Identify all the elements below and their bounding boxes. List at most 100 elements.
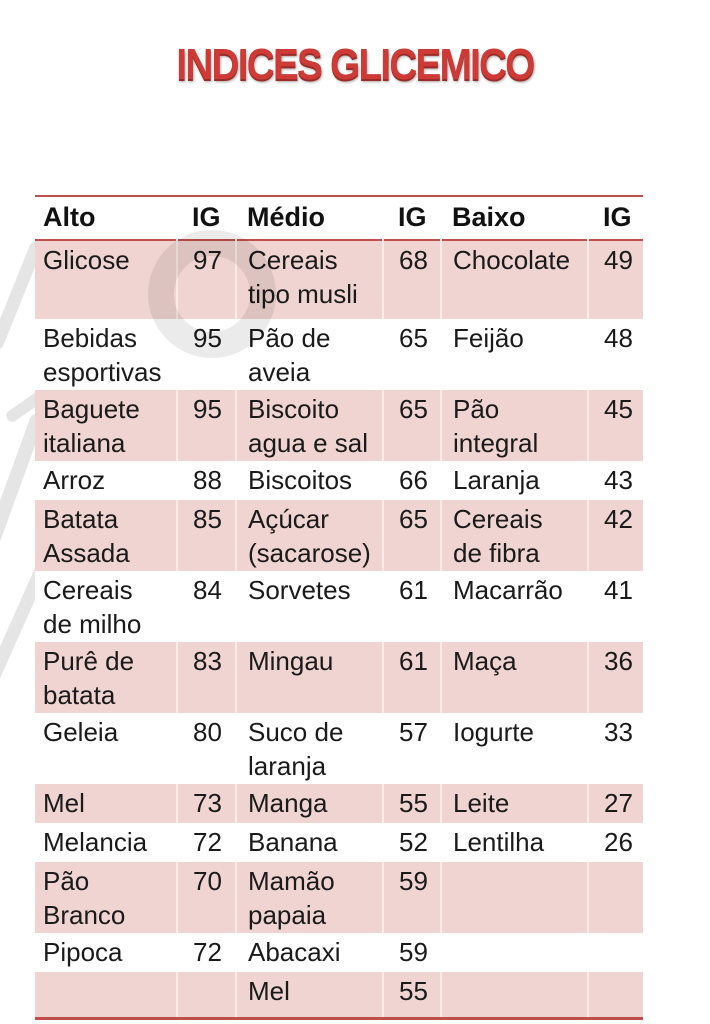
cell-medio: Mel <box>236 972 384 1019</box>
cell-alto: Baguete italiana <box>35 390 178 461</box>
cell-medio: Biscoito agua e sal <box>236 390 384 461</box>
cell-ig: 72 <box>177 823 237 862</box>
table-row: Pipoca 72 Abacaxi 59 <box>35 933 643 972</box>
cell-medio: Manga <box>236 784 384 823</box>
cell-medio: Abacaxi <box>236 933 384 972</box>
cell-ig: 42 <box>588 500 643 571</box>
column-header-medio: Médio <box>247 202 325 232</box>
cell-baixo <box>441 972 589 1019</box>
cell-ig: 57 <box>383 713 442 784</box>
cell-baixo: Pão integral <box>441 390 589 461</box>
cell-ig: 52 <box>383 823 442 862</box>
cell-baixo <box>441 933 589 972</box>
cell-ig <box>588 933 643 972</box>
cell-ig: 85 <box>177 500 237 571</box>
cell-ig: 80 <box>177 713 237 784</box>
table-row: Pão Branco 70 Mamão papaia 59 <box>35 862 643 933</box>
cell-medio: Cereais tipo musli <box>236 240 384 319</box>
table-row: Melancia 72 Banana 52 Lentilha 26 <box>35 823 643 862</box>
column-header-ig-1: IG <box>192 202 221 232</box>
cell-ig: 61 <box>383 642 442 713</box>
cell-baixo: Cereais de fibra <box>441 500 589 571</box>
cell-ig: 70 <box>177 862 237 933</box>
cell-ig: 49 <box>588 240 643 319</box>
table-row: Mel 73 Manga 55 Leite 27 <box>35 784 643 823</box>
cell-ig: 36 <box>588 642 643 713</box>
table-row: Glicose 97 Cereais tipo musli 68 Chocola… <box>35 240 643 319</box>
cell-ig <box>588 862 643 933</box>
cell-alto: Cereais de milho <box>35 571 178 642</box>
cell-ig: 61 <box>383 571 442 642</box>
cell-baixo: Maça <box>441 642 589 713</box>
cell-medio: Mingau <box>236 642 384 713</box>
column-header-ig-2: IG <box>398 202 427 232</box>
cell-ig: 97 <box>177 240 237 319</box>
cell-alto: Glicose <box>35 240 178 319</box>
cell-ig: 65 <box>383 319 442 390</box>
cell-baixo: Feijão <box>441 319 589 390</box>
cell-alto: Melancia <box>35 823 178 862</box>
cell-ig: 41 <box>588 571 643 642</box>
cell-ig: 26 <box>588 823 643 862</box>
cell-alto: Mel <box>35 784 178 823</box>
cell-ig: 72 <box>177 933 237 972</box>
cell-ig: 59 <box>383 862 442 933</box>
cell-ig: 68 <box>383 240 442 319</box>
column-header-ig-3: IG <box>603 202 632 232</box>
table-row: Arroz 88 Biscoitos 66 Laranja 43 <box>35 461 643 500</box>
table-row: Batata Assada 85 Açúcar (sacarose) 65 Ce… <box>35 500 643 571</box>
cell-ig: 59 <box>383 933 442 972</box>
cell-ig: 83 <box>177 642 237 713</box>
cell-baixo: Iogurte <box>441 713 589 784</box>
column-header-baixo: Baixo <box>452 202 526 232</box>
cell-medio: Biscoitos <box>236 461 384 500</box>
cell-ig: 95 <box>177 390 237 461</box>
cell-ig: 66 <box>383 461 442 500</box>
cell-baixo: Lentilha <box>441 823 589 862</box>
column-header-alto: Alto <box>43 202 96 232</box>
cell-ig: 95 <box>177 319 237 390</box>
cell-ig: 65 <box>383 500 442 571</box>
cell-alto: Pipoca <box>35 933 178 972</box>
cell-ig: 48 <box>588 319 643 390</box>
cell-baixo: Laranja <box>441 461 589 500</box>
cell-ig: 27 <box>588 784 643 823</box>
table-row: Bebidas esportivas 95 Pão de aveia 65 Fe… <box>35 319 643 390</box>
cell-medio: Banana <box>236 823 384 862</box>
table-row: Geleia 80 Suco de laranja 57 Iogurte 33 <box>35 713 643 784</box>
title-container: INDICES GLICEMICO <box>0 40 710 90</box>
cell-ig: 33 <box>588 713 643 784</box>
cell-medio: Suco de laranja <box>236 713 384 784</box>
cell-medio: Pão de aveia <box>236 319 384 390</box>
cell-alto: Arroz <box>35 461 178 500</box>
cell-baixo <box>441 862 589 933</box>
page-title: INDICES GLICEMICO <box>176 40 535 89</box>
cell-alto: Batata Assada <box>35 500 178 571</box>
cell-ig: 45 <box>588 390 643 461</box>
cell-ig: 73 <box>177 784 237 823</box>
glycemic-index-table: Alto IG Médio IG Baixo IG Glicose 97 Cer… <box>35 195 643 1020</box>
cell-alto: Purê de batata <box>35 642 178 713</box>
cell-ig <box>177 972 237 1019</box>
table-row: Cereais de milho 84 Sorvetes 61 Macarrão… <box>35 571 643 642</box>
cell-alto: Bebidas esportivas <box>35 319 178 390</box>
cell-ig: 84 <box>177 571 237 642</box>
table-header-row: Alto IG Médio IG Baixo IG <box>35 196 643 240</box>
cell-baixo: Leite <box>441 784 589 823</box>
cell-alto: Pão Branco <box>35 862 178 933</box>
table-row: Baguete italiana 95 Biscoito agua e sal … <box>35 390 643 461</box>
cell-ig: 55 <box>383 784 442 823</box>
cell-alto: Geleia <box>35 713 178 784</box>
table-row: Mel 55 <box>35 972 643 1019</box>
cell-ig <box>588 972 643 1019</box>
cell-medio: Açúcar (sacarose) <box>236 500 384 571</box>
cell-baixo: Chocolate <box>441 240 589 319</box>
cell-medio: Mamão papaia <box>236 862 384 933</box>
cell-ig: 88 <box>177 461 237 500</box>
table-row: Purê de batata 83 Mingau 61 Maça 36 <box>35 642 643 713</box>
cell-ig: 65 <box>383 390 442 461</box>
cell-medio: Sorvetes <box>236 571 384 642</box>
cell-alto <box>35 972 178 1019</box>
cell-baixo: Macarrão <box>441 571 589 642</box>
cell-ig: 43 <box>588 461 643 500</box>
